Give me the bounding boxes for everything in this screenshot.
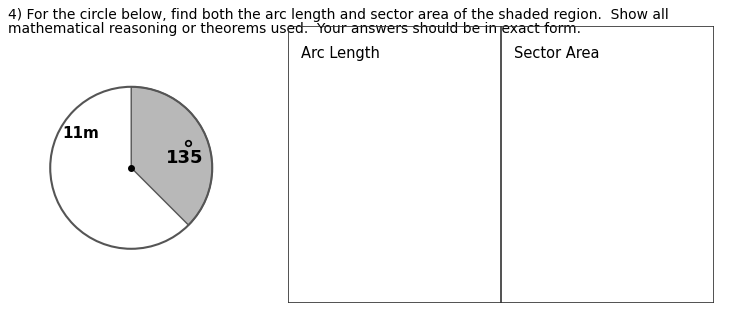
Text: mathematical reasoning or theorems used.  Your answers should be in exact form.: mathematical reasoning or theorems used.… <box>8 22 581 36</box>
Text: 4) For the circle below, find both the arc length and sector area of the shaded : 4) For the circle below, find both the a… <box>8 8 668 22</box>
Text: 11m: 11m <box>63 126 99 141</box>
Text: 135: 135 <box>166 149 203 167</box>
Text: Sector Area: Sector Area <box>514 46 599 61</box>
Wedge shape <box>131 87 212 225</box>
Text: Arc Length: Arc Length <box>301 46 380 61</box>
